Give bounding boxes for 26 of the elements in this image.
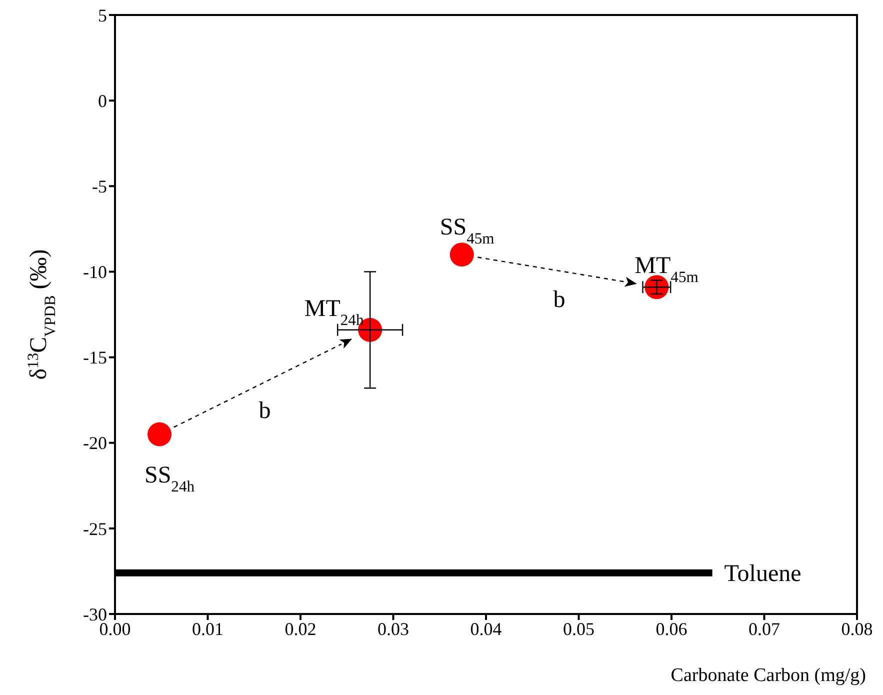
x-tick-label: 0.07	[748, 618, 780, 639]
y-tick-label: -10	[83, 262, 107, 282]
x-tick-label: 0.08	[841, 618, 873, 639]
series-label: Toluene	[724, 560, 802, 587]
point	[148, 422, 172, 446]
annotation: SS$_{24h}$	[144, 462, 195, 495]
y-tick-label: 0	[98, 90, 107, 111]
annotation: SS$_{45m}$	[440, 214, 494, 248]
x-tick-label: 0.02	[284, 618, 316, 639]
x-tick-label: 0.05	[563, 618, 594, 639]
y-tick-label: -25	[83, 518, 107, 539]
x-tick-label: 0.06	[656, 618, 688, 639]
x-axis-title: Carbonate Carbon (mg/g)	[670, 665, 866, 686]
x-tick-label: 0.03	[378, 618, 409, 639]
x-tick-label: 0.04	[470, 618, 502, 639]
y-tick-label: -20	[83, 433, 107, 454]
y-tick-label: -30	[83, 604, 107, 624]
annotation: MT$_{45m}$	[634, 253, 698, 286]
y-tick-label: -15	[83, 348, 107, 368]
x-tick-label: 0.01	[192, 618, 224, 639]
annotation: b	[258, 398, 271, 424]
annotation: MT$_{24h}$	[304, 296, 364, 328]
y-tick-label: -5	[92, 176, 107, 197]
y-tick-label: 5	[98, 5, 107, 26]
point	[450, 242, 474, 267]
annotation: b	[553, 286, 566, 313]
